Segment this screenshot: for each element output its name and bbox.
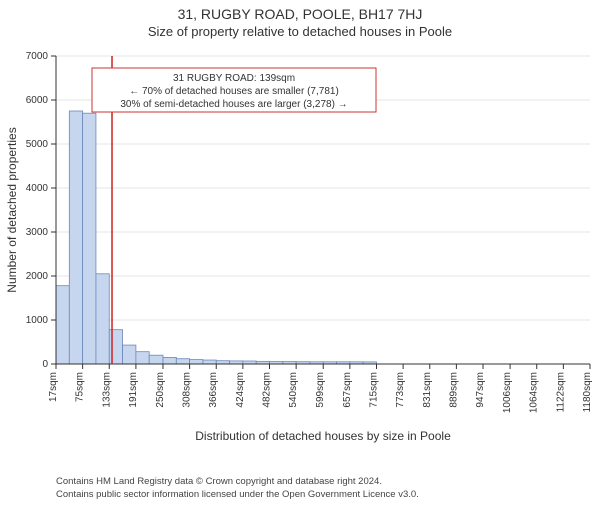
svg-text:308sqm: 308sqm — [182, 372, 193, 408]
svg-text:947sqm: 947sqm — [475, 372, 486, 408]
page-title: 31, RUGBY ROAD, POOLE, BH17 7HJ — [0, 6, 600, 22]
svg-text:482sqm: 482sqm — [262, 372, 273, 408]
footer-attribution: Contains HM Land Registry data © Crown c… — [56, 476, 419, 502]
footer-line1: Contains HM Land Registry data © Crown c… — [56, 476, 419, 489]
svg-text:4000: 4000 — [26, 183, 49, 194]
svg-text:← 70% of detached houses are s: ← 70% of detached houses are smaller (7,… — [129, 86, 339, 97]
svg-text:0: 0 — [42, 359, 48, 370]
svg-text:30% of semi-detached houses ar: 30% of semi-detached houses are larger (… — [120, 99, 347, 110]
footer-line2: Contains public sector information licen… — [56, 489, 419, 502]
svg-text:1006sqm: 1006sqm — [502, 372, 513, 413]
histogram-chart: 0 1000 2000 3000 4000 5000 6000 7000 17sqm 75sqm 1… — [0, 50, 600, 450]
svg-text:1064sqm: 1064sqm — [529, 372, 540, 413]
y-axis-label: Number of detached properties — [5, 127, 19, 292]
svg-text:657sqm: 657sqm — [342, 372, 353, 408]
svg-text:31 RUGBY ROAD: 139sqm: 31 RUGBY ROAD: 139sqm — [173, 73, 295, 84]
svg-text:7000: 7000 — [26, 51, 49, 62]
svg-text:191sqm: 191sqm — [128, 372, 139, 408]
svg-text:889sqm: 889sqm — [448, 372, 459, 408]
svg-text:5000: 5000 — [26, 139, 49, 150]
svg-text:831sqm: 831sqm — [422, 372, 433, 408]
svg-text:366sqm: 366sqm — [208, 372, 219, 408]
svg-text:424sqm: 424sqm — [235, 372, 246, 408]
svg-text:1180sqm: 1180sqm — [582, 372, 593, 412]
svg-text:133sqm: 133sqm — [101, 372, 112, 408]
svg-text:540sqm: 540sqm — [288, 372, 299, 408]
svg-text:599sqm: 599sqm — [315, 372, 326, 408]
svg-text:3000: 3000 — [26, 227, 49, 238]
svg-text:2000: 2000 — [26, 271, 49, 282]
svg-text:1000: 1000 — [26, 315, 49, 326]
svg-text:715sqm: 715sqm — [368, 372, 379, 408]
svg-text:773sqm: 773sqm — [395, 372, 406, 408]
svg-text:75sqm: 75sqm — [75, 372, 86, 402]
subtitle: Size of property relative to detached ho… — [0, 24, 600, 39]
svg-text:17sqm: 17sqm — [48, 372, 59, 402]
svg-text:250sqm: 250sqm — [155, 372, 166, 408]
svg-text:1122sqm: 1122sqm — [555, 372, 566, 412]
x-axis-label: Distribution of detached houses by size … — [195, 429, 451, 443]
svg-text:6000: 6000 — [26, 95, 49, 106]
